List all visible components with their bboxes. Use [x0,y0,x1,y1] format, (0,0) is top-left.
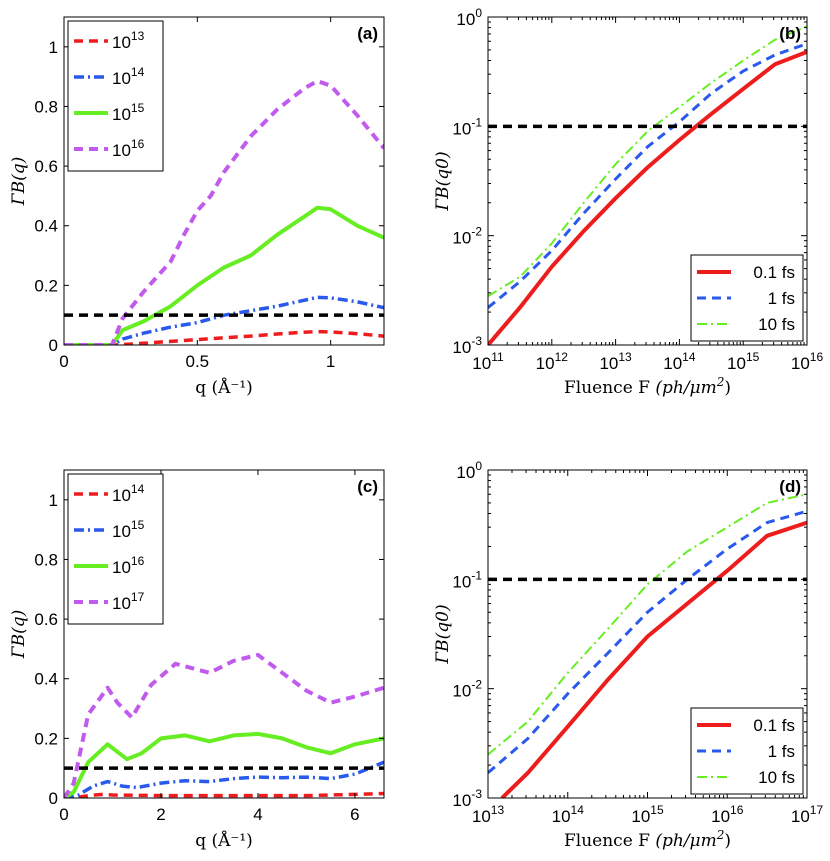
x-axis-label-b: Fluence F (ph/μm2) [564,375,731,398]
legend-label-c-1: 1015 [112,518,145,541]
legend-box-d [690,707,804,795]
y-tick-label-b-2: 10-1 [452,115,482,138]
y-axis-label-d: ΓB(q0) [433,604,453,664]
x-tick-label-b-4: 1015 [727,350,760,373]
y-tick-label-d-2: 10-1 [452,568,482,591]
series-line-b-2 [488,25,807,297]
x-tick-label-d-1: 1014 [552,803,585,826]
series-line-a-3 [64,79,384,345]
x-tick-label-c-1: 2 [156,805,165,824]
y-axis-label-b: ΓB(q0) [433,151,453,211]
legend-label-b-2: 10 fs [758,315,795,334]
series-line-a-0 [64,329,384,345]
x-tick-label-a-2: 1 [326,352,335,371]
panel-a: 0 0.5 100.20.40.60.81(a)q (Å⁻¹)ΓB(q)101310… [9,16,385,398]
axes-frame-c [63,469,385,799]
y-tick-label-b-3: 100 [456,6,482,29]
legend-label-d-2: 10 fs [758,768,795,787]
x-axis-label-d: Fluence F (ph/μm2) [564,828,731,851]
legend-b: 0.1 fs 1 fs 10 fs [690,254,804,342]
panel-d: 1013 1014 1015 1016 1017 10-3 10-2 10-1 100 (d) Fl… [433,459,823,851]
legend-c: 1014 1015 1016 1017 [67,473,164,625]
legend-box-a [67,20,164,172]
x-tick-label-d-4: 1017 [791,803,824,826]
series-line-c-2 [64,731,384,798]
x-axis-label-c: q (Å⁻¹) [195,830,253,851]
legend-label-b-0: 0.1 fs [753,263,795,282]
x-tick-label-c-0: 0 [59,805,68,824]
axes-frame-a [63,16,385,346]
x-tick-label-d-3: 1016 [711,803,744,826]
y-axis-label-c: ΓB(q) [9,610,29,659]
y-axis-label-a: ΓB(q) [9,157,29,206]
y-tick-label-a-1: 0.2 [34,276,58,295]
y-tick-label-c-0: 0 [49,789,58,808]
legend-label-d-0: 0.1 fs [753,716,795,735]
x-tick-label-a-1: 0.5 [186,352,210,371]
legend-label-c-0: 1014 [112,482,145,505]
y-tick-label-a-3: 0.6 [34,157,58,176]
legend-d: 0.1 fs 1 fs 10 fs [690,707,804,795]
series-line-d-1 [488,509,807,774]
panel-label-d: (d) [779,477,801,496]
legend-label-c-2: 1016 [112,554,145,577]
panel-c: 0 2 4 600.20.40.60.81(c)q (Å⁻¹)ΓB(q)1014101… [9,469,385,851]
legend-label-b-1: 1 fs [768,289,795,308]
x-axis-label-a: q (Å⁻¹) [195,377,253,398]
y-tick-label-b-0: 10-3 [452,334,482,357]
x-tick-label-c-2: 4 [253,805,262,824]
y-tick-label-a-2: 0.4 [34,217,58,236]
y-tick-label-a-4: 0.8 [34,97,58,116]
x-tick-label-d-2: 1015 [631,803,664,826]
series-line-d-0 [500,520,807,798]
y-tick-label-d-3: 100 [456,459,482,482]
series-line-b-0 [488,50,807,345]
legend-box-b [690,254,804,342]
axes-frame-b [487,16,808,346]
x-tick-label-a-0: 0 [59,352,68,371]
legend-box-c [67,473,164,625]
legend-label-a-1: 1014 [112,65,145,88]
y-tick-label-c-2: 0.4 [34,670,58,689]
legend-label-a-2: 1015 [112,101,145,124]
legend-label-d-1: 1 fs [768,742,795,761]
series-line-b-1 [488,42,807,309]
y-tick-label-d-1: 10-2 [452,678,482,701]
y-tick-label-b-1: 10-2 [452,225,482,248]
panel-label-b: (b) [779,24,801,43]
y-tick-label-a-0: 0 [49,336,58,355]
legend-a: 1013 1014 1015 1016 [67,20,164,172]
x-tick-label-c-3: 6 [350,805,359,824]
y-tick-label-c-5: 1 [49,491,58,510]
panel-label-a: (a) [357,24,378,43]
series-line-a-1 [64,295,384,345]
x-tick-label-b-0: 1011 [472,350,504,373]
series-line-c-3 [64,652,384,798]
x-tick-label-b-2: 1013 [599,350,632,373]
y-tick-label-c-4: 0.8 [34,550,58,569]
y-tick-label-d-0: 10-3 [452,787,482,810]
y-tick-label-a-5: 1 [49,38,58,57]
panel-b: 1011 1012 1013 1014 1015 1016 10-3 10-2 10-1 100 (… [433,6,823,398]
y-tick-label-c-3: 0.6 [34,610,58,629]
series-line-d-2 [488,493,807,756]
x-tick-label-b-1: 1012 [536,350,569,373]
x-tick-label-b-5: 1016 [791,350,824,373]
legend-label-a-0: 1013 [112,29,145,52]
panel-label-c: (c) [357,477,378,496]
legend-label-a-3: 1016 [112,137,145,160]
series-line-c-0 [64,791,384,798]
legend-label-c-3: 1017 [112,590,145,613]
x-tick-label-d-0: 1013 [472,803,505,826]
series-line-a-2 [64,205,384,345]
x-tick-label-b-3: 1014 [663,350,696,373]
y-tick-label-c-1: 0.2 [34,729,58,748]
